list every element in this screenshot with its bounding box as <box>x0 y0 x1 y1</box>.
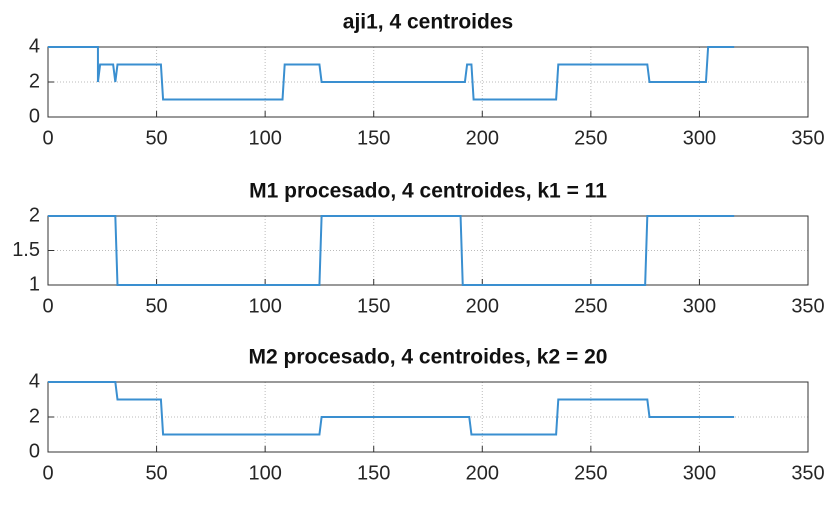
x-tick-label: 250 <box>574 462 607 484</box>
chart-title: M1 procesado, 4 centroides, k1 = 11 <box>249 180 607 203</box>
y-tick-label: 2 <box>29 70 40 92</box>
x-tick-label: 100 <box>248 127 281 149</box>
x-tick-label: 250 <box>574 127 607 149</box>
y-tick-label: 2 <box>29 405 40 427</box>
x-tick-label: 0 <box>42 127 53 149</box>
x-tick-label: 0 <box>42 462 53 484</box>
x-tick-label: 50 <box>145 127 167 149</box>
x-tick-label: 0 <box>42 295 53 317</box>
x-tick-label: 350 <box>791 462 824 484</box>
x-tick-label: 100 <box>248 295 281 317</box>
data-line <box>48 46 735 101</box>
y-tick-label: 1 <box>29 273 40 295</box>
y-tick-label: 0 <box>29 105 40 127</box>
x-tick-label: 50 <box>145 295 167 317</box>
x-tick-label: 100 <box>248 462 281 484</box>
axes-box <box>47 381 809 453</box>
x-tick-label: 250 <box>574 295 607 317</box>
subplot: M2 procesado, 4 centroides, k2 = 20 0 50 10… <box>29 346 825 485</box>
x-tick-label: 50 <box>145 462 167 484</box>
y-tick-label: 4 <box>29 370 40 392</box>
x-tick-label: 150 <box>357 462 390 484</box>
x-tick-label: 200 <box>466 127 499 149</box>
x-tick-label: 300 <box>683 462 716 484</box>
x-tick-label: 300 <box>683 127 716 149</box>
chart-title: M2 procesado, 4 centroides, k2 = 20 <box>249 346 608 369</box>
x-tick-label: 350 <box>791 295 824 317</box>
data-line <box>48 215 735 286</box>
x-tick-label: 150 <box>357 127 390 149</box>
chart-title: aji1, 4 centroides <box>343 11 513 34</box>
x-tick-label: 300 <box>683 295 716 317</box>
y-tick-label: 0 <box>29 440 40 462</box>
x-tick-label: 200 <box>466 462 499 484</box>
x-tick-label: 150 <box>357 295 390 317</box>
y-tick-label: 4 <box>29 35 40 57</box>
axes-box <box>47 46 809 118</box>
y-tick-label: 2 <box>29 204 40 226</box>
subplot: M1 procesado, 4 centroides, k1 = 11 0 50 10… <box>12 180 825 318</box>
data-line <box>48 381 735 436</box>
x-tick-label: 350 <box>791 127 824 149</box>
x-tick-label: 200 <box>466 295 499 317</box>
y-tick-label: 1.5 <box>12 239 40 261</box>
subplot: aji1, 4 centroides 0 50 100 150 200 250 300 350 0… <box>29 11 825 150</box>
